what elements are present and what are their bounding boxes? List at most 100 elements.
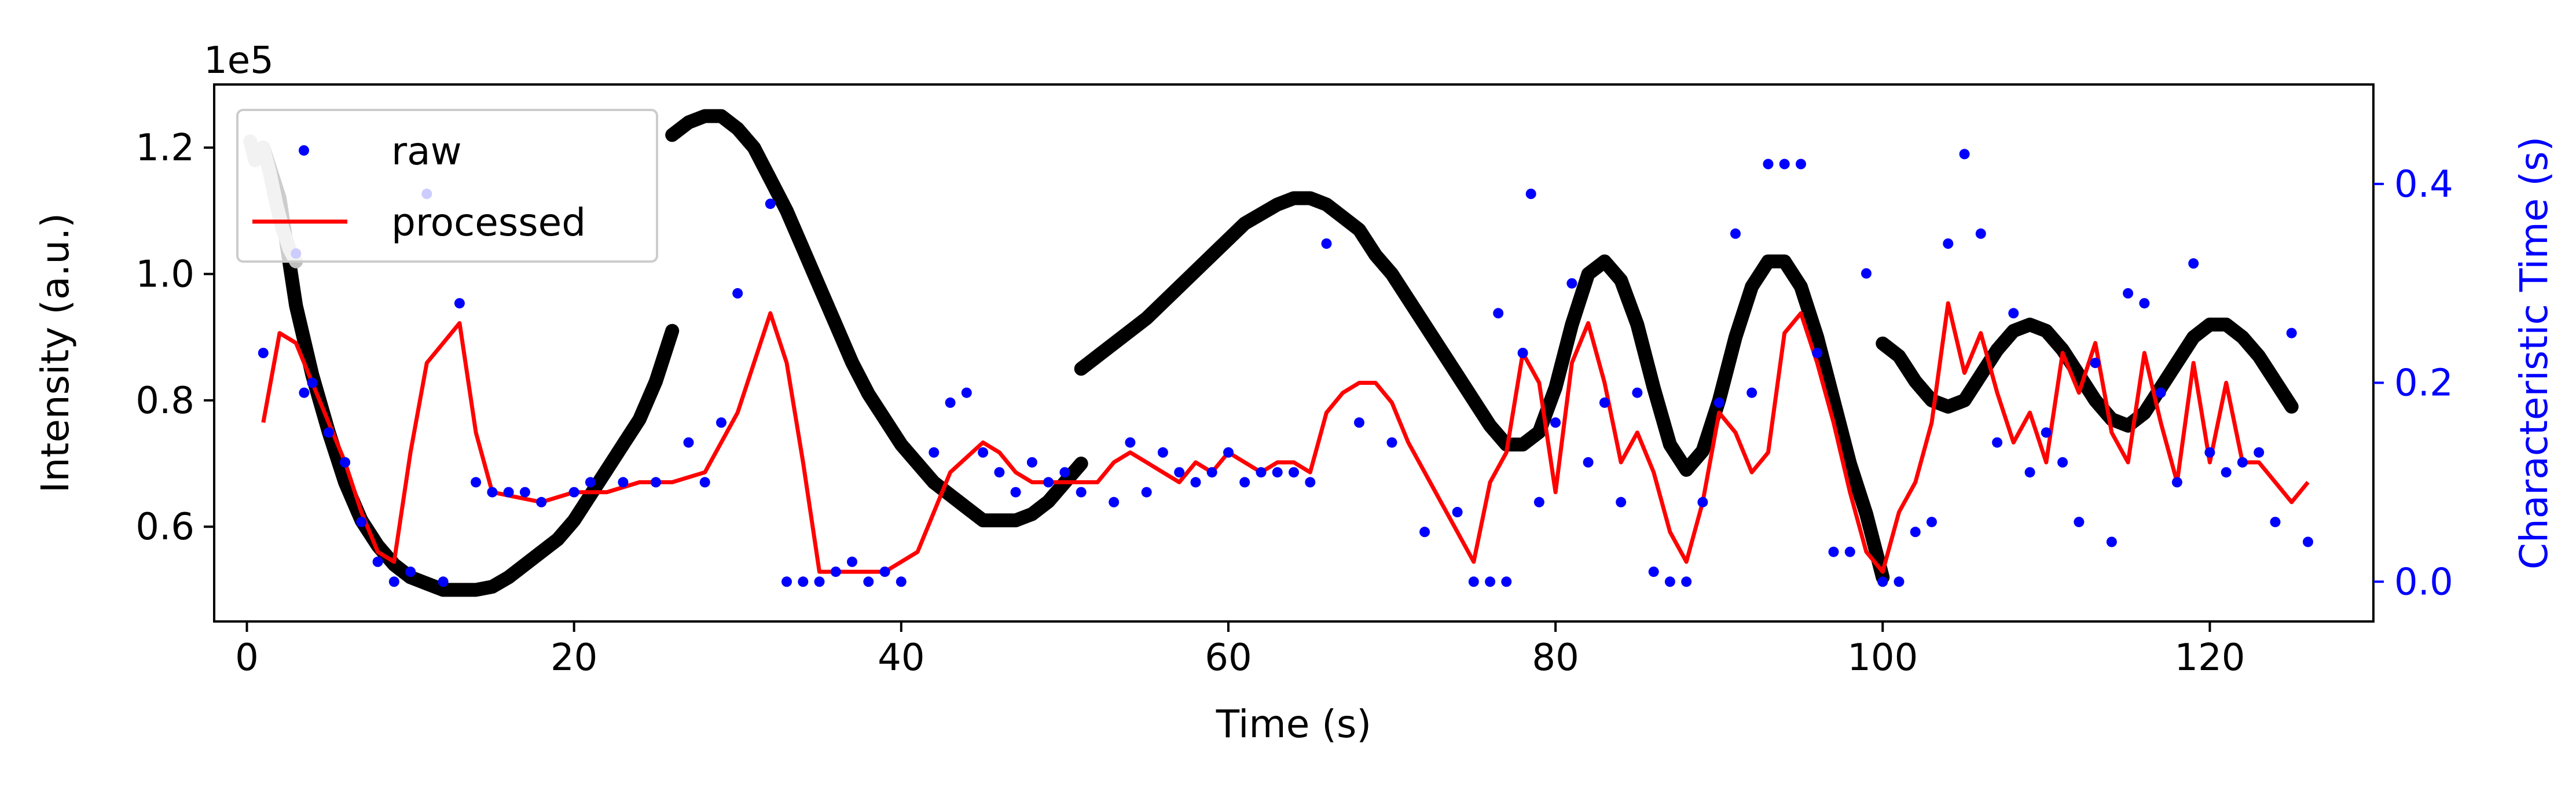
raw-point: [1076, 487, 1087, 498]
raw-point: [1713, 397, 1724, 408]
raw-point: [405, 566, 416, 577]
raw-point: [356, 517, 367, 528]
raw-point: [1468, 576, 1479, 587]
raw-point: [1354, 417, 1364, 428]
raw-point: [1533, 496, 1544, 507]
raw-point: [1566, 278, 1577, 289]
raw-point: [1125, 437, 1136, 448]
raw-point: [1992, 437, 2003, 448]
raw-point: [896, 576, 907, 587]
raw-point: [1779, 159, 1790, 170]
raw-point: [2123, 288, 2134, 299]
raw-point: [2155, 387, 2166, 398]
raw-point: [323, 427, 334, 438]
raw-point: [1157, 447, 1168, 458]
raw-point: [1485, 576, 1496, 587]
raw-point: [1844, 546, 1855, 557]
x-tick-label: 100: [1847, 637, 1918, 679]
raw-point: [2221, 467, 2232, 478]
x-tick-label: 0: [235, 637, 259, 679]
raw-point: [1664, 576, 1675, 587]
raw-point: [1272, 467, 1283, 478]
legend: raw processed: [236, 109, 658, 263]
raw-point: [1239, 477, 1250, 488]
raw-point: [2204, 447, 2215, 458]
raw-point: [2008, 308, 2019, 319]
raw-point: [1517, 348, 1528, 358]
intensity-trace-4: [1876, 317, 2299, 433]
raw-point: [2024, 467, 2035, 478]
raw-point: [388, 576, 399, 587]
raw-point: [1190, 477, 1201, 488]
raw-point: [1730, 228, 1741, 239]
raw-point: [2254, 447, 2265, 458]
raw-point: [1501, 576, 1512, 587]
raw-point: [1174, 467, 1185, 478]
x-tick-label: 80: [1532, 637, 1579, 679]
raw-point: [1861, 268, 1872, 279]
raw-point: [1616, 496, 1627, 507]
raw-point: [1959, 149, 1970, 160]
raw-point: [1583, 457, 1594, 468]
plot-frame: [213, 83, 2375, 623]
right-y-axis-label: Characteristic Time (s): [2512, 137, 2556, 569]
raw-point: [1828, 546, 1839, 557]
raw-point: [1043, 477, 1054, 488]
raw-point: [1109, 496, 1120, 507]
raw-point: [1493, 308, 1504, 319]
raw-point: [765, 198, 776, 209]
raw-point: [994, 467, 1005, 478]
raw-point: [1141, 487, 1152, 498]
right-y-tick-label: 0.0: [2394, 561, 2453, 604]
raw-point: [945, 397, 956, 408]
raw-point: [454, 298, 465, 309]
raw-point: [2139, 298, 2150, 309]
raw-point: [716, 417, 726, 428]
raw-point: [1796, 159, 1806, 170]
raw-point: [1550, 417, 1561, 428]
raw-point: [830, 566, 841, 577]
x-tick-label: 40: [878, 637, 924, 679]
raw-point: [2057, 457, 2068, 468]
raw-point: [1525, 189, 1536, 199]
raw-point: [1599, 397, 1610, 408]
raw-point: [863, 576, 874, 587]
raw-point: [618, 477, 629, 488]
raw-point: [1763, 159, 1774, 170]
raw-point: [879, 566, 890, 577]
raw-point: [1812, 348, 1823, 358]
raw-point: [2074, 517, 2085, 528]
raw-point: [1632, 387, 1643, 398]
raw-point: [847, 556, 857, 567]
raw-point: [2041, 427, 2052, 438]
raw-point: [2286, 328, 2297, 339]
intensity-trace-1: [256, 141, 680, 597]
right-y-tick-label: 0.2: [2394, 362, 2453, 405]
raw-point: [503, 487, 514, 498]
left-y-tick-label: 1.0: [135, 253, 195, 296]
left-y-tick-label: 1.2: [135, 127, 195, 170]
intensity-trace-2: [665, 109, 1088, 528]
raw-point: [1256, 467, 1267, 478]
raw-point: [2171, 477, 2182, 488]
raw-point: [1026, 457, 1037, 468]
raw-point: [2237, 457, 2248, 468]
raw-point: [1681, 576, 1692, 587]
raw-point: [814, 576, 825, 587]
raw-point: [1059, 467, 1070, 478]
x-tick-label: 20: [551, 637, 597, 679]
raw-point: [1975, 228, 1986, 239]
raw-point: [585, 477, 596, 488]
raw-point: [732, 288, 743, 299]
raw-point: [1305, 477, 1316, 488]
raw-point: [340, 457, 351, 468]
raw-point: [2188, 258, 2199, 269]
raw-point: [1877, 576, 1888, 587]
raw-point: [1223, 447, 1234, 458]
raw-point: [372, 556, 383, 567]
raw-point: [781, 576, 792, 587]
raw-point: [929, 447, 940, 458]
raw-point: [307, 377, 318, 388]
raw-point: [2090, 358, 2101, 369]
raw-point: [2303, 536, 2313, 547]
